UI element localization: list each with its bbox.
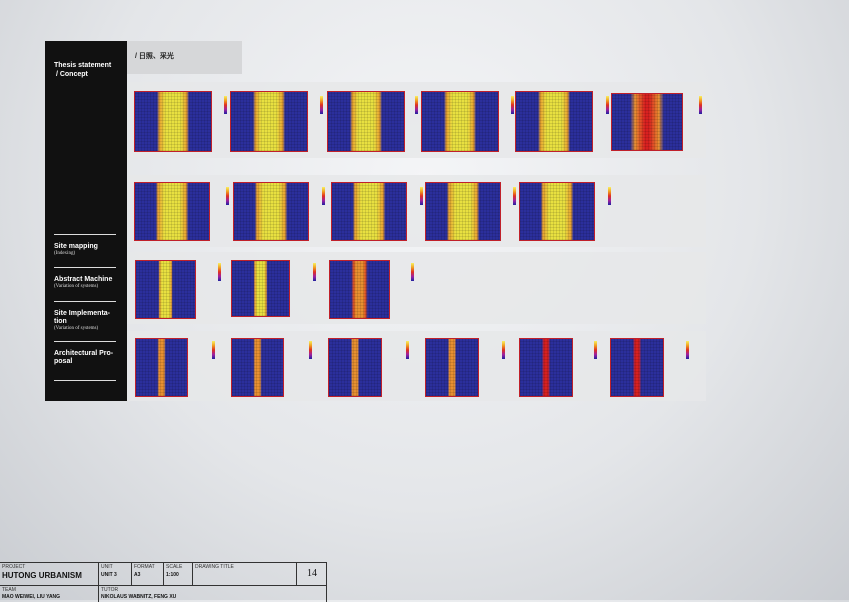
color-scale-legend (594, 341, 597, 359)
scale-value: 1:100 (166, 572, 179, 578)
sidebar-item-subtitle: (Variation of systems) (54, 284, 99, 289)
color-scale-legend (406, 341, 409, 359)
sunlight-panel (421, 91, 499, 152)
color-scale-legend (322, 187, 325, 205)
color-scale-legend (686, 341, 689, 359)
color-scale-legend (606, 96, 609, 114)
format-value: A3 (134, 572, 141, 578)
sidebar-item-title: Site Implementa- tion (54, 310, 111, 325)
drawing-title-cell: DRAWING TITLE (192, 563, 297, 585)
divider (54, 380, 116, 381)
sunlight-panel (610, 338, 664, 397)
sheet-number-cell: 14 (296, 563, 327, 585)
sidebar-item-abstract-machine: Abstract Machine (Variation of systems) (54, 276, 124, 290)
scale-label: SCALE (166, 564, 183, 570)
color-scale-legend (224, 96, 227, 114)
sidebar-item-title: Site mapping (54, 243, 98, 250)
title-block-row-2: TEAM MAO WEIWEI, LIU YANG TUTOR NIKOLAUS… (0, 585, 327, 602)
team-cell: TEAM MAO WEIWEI, LIU YANG (0, 586, 98, 602)
panel-row-1 (127, 82, 706, 158)
color-scale-legend (218, 263, 221, 281)
format-cell: FORMAT A3 (131, 563, 164, 585)
sunlight-panel (519, 338, 573, 397)
panel-row-4 (127, 331, 706, 401)
sunlight-panel (519, 182, 595, 241)
color-scale-legend (420, 187, 423, 205)
sunlight-panel (231, 338, 284, 397)
sunlight-panel (327, 91, 405, 152)
sunlight-panel (328, 338, 382, 397)
sunlight-panel (329, 260, 390, 319)
project-label: PROJECT (2, 564, 26, 570)
tutor-label: TUTOR (101, 587, 119, 593)
sidebar-item-site-mapping: Site mapping (Indexing) (54, 243, 124, 257)
sidebar-item-subtitle: (Indexing) (54, 251, 76, 256)
sidebar-item-site-implementation: Site Implementa- tion (Variation of syst… (54, 310, 124, 332)
color-scale-legend (313, 263, 316, 281)
color-scale-legend (415, 96, 418, 114)
sunlight-panel (425, 338, 479, 397)
sunlight-panel (230, 91, 308, 152)
divider (54, 301, 116, 302)
title-block: PROJECT HUTONG URBANISM UNIT UNIT 3 FORM… (0, 562, 327, 602)
sunlight-panel (135, 260, 196, 319)
divider (54, 341, 116, 342)
tutor-cell: TUTOR NIKOLAUS WABNITZ, FENG XU (98, 586, 327, 602)
sidebar: Thesis statement / Concept Site mapping … (45, 41, 127, 401)
project-cell: PROJECT HUTONG URBANISM (0, 563, 98, 585)
sunlight-panel (331, 182, 407, 241)
sunlight-panel (134, 182, 210, 241)
sidebar-item-architectural-proposal: Architectural Pro- posal (54, 350, 124, 366)
sunlight-panel (231, 260, 290, 317)
color-scale-legend (511, 96, 514, 114)
color-scale-legend (608, 187, 611, 205)
unit-cell: UNIT UNIT 3 (98, 563, 132, 585)
drawing-title-label: DRAWING TITLE (195, 564, 234, 570)
sheet-number: 14 (307, 568, 317, 579)
color-scale-legend (699, 96, 702, 114)
divider (54, 234, 116, 235)
unit-label: UNIT (101, 564, 113, 570)
sidebar-item-title: Architectural Pro- posal (54, 350, 114, 365)
format-label: FORMAT (134, 564, 155, 570)
color-scale-legend (320, 96, 323, 114)
color-scale-legend (502, 341, 505, 359)
divider (54, 267, 116, 268)
sunlight-panel (134, 91, 212, 152)
color-scale-legend (513, 187, 516, 205)
color-scale-legend (212, 341, 215, 359)
section-heading-box: / 日照、采光 (127, 41, 242, 74)
panel-row-2 (127, 175, 706, 247)
sunlight-panel (611, 93, 683, 151)
color-scale-legend (226, 187, 229, 205)
sunlight-panel (233, 182, 309, 241)
color-scale-legend (411, 263, 414, 281)
sunlight-panel (515, 91, 593, 152)
team-label: TEAM (2, 587, 16, 593)
team-value: MAO WEIWEI, LIU YANG (2, 594, 61, 600)
panel-row-3 (127, 252, 706, 324)
sunlight-panel (425, 182, 501, 241)
tutor-value: NIKOLAUS WABNITZ, FENG XU (101, 594, 177, 600)
thesis-heading: Thesis statement / Concept (54, 62, 112, 78)
color-scale-legend (309, 341, 312, 359)
sidebar-item-title: Abstract Machine (54, 276, 113, 283)
project-name: HUTONG URBANISM (2, 571, 82, 580)
sidebar-item-subtitle: (Variation of systems) (54, 326, 99, 331)
sunlight-panel (135, 338, 188, 397)
scale-cell: SCALE 1:100 (163, 563, 193, 585)
section-heading: / 日照、采光 (135, 53, 174, 60)
unit-value: UNIT 3 (101, 572, 117, 578)
